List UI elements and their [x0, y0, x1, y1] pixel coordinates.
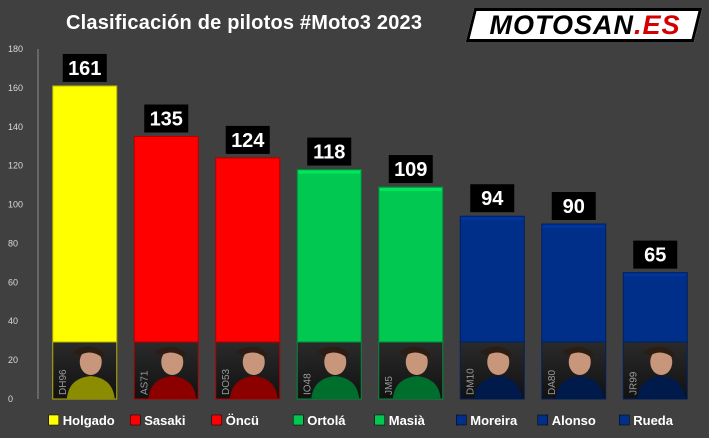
- rider-shoulders: [311, 376, 360, 399]
- legend-swatch: [211, 414, 222, 426]
- rider-hair: [480, 346, 513, 358]
- value-label: 94: [481, 188, 504, 210]
- legend-swatch: [374, 414, 385, 426]
- y-tick-label: 120: [8, 161, 23, 171]
- legend-swatch: [537, 414, 548, 426]
- rider-face: [79, 349, 102, 375]
- value-label-box: [144, 104, 189, 133]
- bar-holgado: [52, 85, 118, 343]
- y-tick-label: 40: [8, 316, 18, 326]
- legend-label: Öncü: [226, 413, 259, 428]
- bar-moreira: [459, 215, 525, 343]
- rider-shoulders: [555, 376, 604, 399]
- bar-highlight: [216, 158, 279, 162]
- rider-face: [568, 349, 591, 375]
- rider-hair: [154, 346, 187, 358]
- value-label-box: [62, 53, 107, 82]
- rider-face: [650, 349, 673, 375]
- legend-swatch: [619, 414, 630, 426]
- y-tick-label: 80: [8, 238, 18, 248]
- rider-hair: [643, 346, 676, 358]
- y-tick-label: 20: [8, 355, 18, 365]
- rider-number: AS71: [139, 370, 150, 395]
- value-label: 118: [313, 142, 345, 164]
- bar-highlight: [461, 217, 524, 221]
- bar-rueda: [622, 272, 688, 343]
- logo-suffix: .ES: [633, 10, 681, 40]
- value-label-box: [551, 192, 596, 220]
- y-tick-label: 60: [8, 277, 18, 287]
- rider-hair: [317, 346, 350, 358]
- rider-shoulders: [66, 376, 115, 399]
- value-label-box: [225, 125, 270, 154]
- legend-label: Ortolá: [307, 413, 346, 428]
- value-label: 90: [563, 196, 585, 218]
- y-tick-label: 0: [8, 394, 13, 404]
- rider-hair: [398, 346, 431, 358]
- legend-label: Holgado: [63, 413, 115, 428]
- rider-face: [487, 349, 510, 375]
- chart-title: Clasificación de pilotos #Moto3 2023: [66, 12, 423, 34]
- legend-swatch: [130, 414, 141, 426]
- legend-label: Masià: [389, 413, 426, 428]
- bar-masià: [378, 186, 444, 343]
- value-label: 124: [231, 130, 265, 152]
- rider-face: [161, 349, 184, 375]
- bar-highlight: [53, 86, 116, 90]
- y-tick-label: 180: [8, 44, 23, 54]
- bar-highlight: [135, 137, 198, 141]
- legend-swatch: [48, 414, 59, 426]
- value-label: 65: [644, 245, 666, 267]
- legend-label: Alonso: [552, 413, 596, 428]
- rider-number: DM10: [465, 368, 476, 395]
- value-label-box: [470, 184, 515, 213]
- rider-shoulders: [637, 376, 686, 399]
- rider-number: JR99: [628, 371, 639, 395]
- rider-face: [242, 349, 265, 375]
- rider-shoulders: [148, 376, 197, 399]
- value-label-box: [307, 137, 352, 166]
- value-label: 135: [150, 109, 183, 131]
- bar-highlight: [624, 273, 687, 277]
- rider-number: JM5: [384, 376, 395, 395]
- brand-logo-text: MOTOSAN.ES: [478, 8, 692, 42]
- value-label-box: [388, 155, 433, 184]
- bar-highlight: [542, 225, 605, 228]
- rider-hair: [561, 346, 594, 358]
- rider-number: DH96: [58, 369, 69, 395]
- rider-face: [324, 349, 347, 375]
- bar-ortolá: [296, 169, 362, 343]
- bar-öncü: [215, 157, 281, 343]
- logo-main: MOTOSAN: [489, 10, 634, 40]
- legend-swatch: [293, 414, 304, 426]
- value-label: 161: [68, 58, 101, 80]
- bar-highlight: [379, 188, 442, 192]
- rider-hair: [72, 346, 105, 358]
- rider-shoulders: [229, 376, 278, 399]
- value-label-box: [633, 240, 678, 269]
- y-tick-label: 160: [8, 83, 23, 93]
- bar-alonso: [541, 223, 607, 343]
- rider-number: IO48: [302, 373, 313, 395]
- bar-highlight: [298, 170, 361, 174]
- legend-label: Moreira: [470, 413, 518, 428]
- y-tick-label: 100: [8, 200, 23, 210]
- value-label: 109: [394, 159, 427, 181]
- y-tick-label: 140: [8, 122, 23, 132]
- legend-swatch: [456, 414, 467, 426]
- legend-label: Sasaki: [144, 413, 185, 428]
- rider-number: DA80: [547, 370, 558, 395]
- legend-label: Rueda: [633, 413, 674, 428]
- rider-face: [405, 349, 428, 375]
- rider-hair: [235, 346, 268, 358]
- rider-shoulders: [392, 376, 441, 399]
- rider-shoulders: [474, 376, 523, 399]
- rider-number: DO53: [221, 368, 232, 395]
- bar-sasaki: [133, 136, 199, 343]
